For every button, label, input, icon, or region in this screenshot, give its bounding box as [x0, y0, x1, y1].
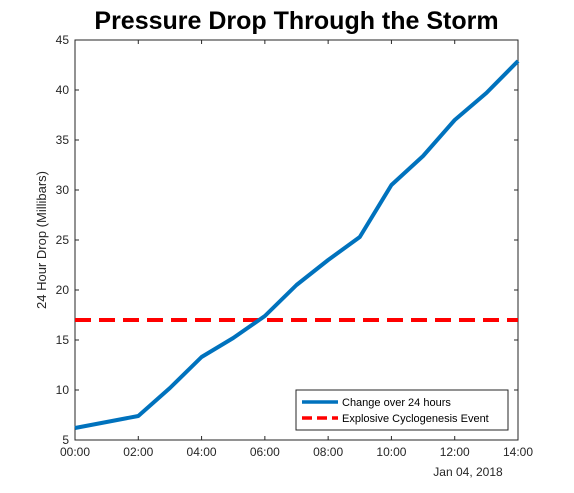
legend: Change over 24 hours Explosive Cyclogenes…: [295, 389, 509, 431]
y-tick-label: 40: [56, 83, 70, 97]
y-tick-label: 30: [56, 183, 70, 197]
x-tick-label: 06:00: [250, 445, 280, 459]
y-tick-label: 20: [56, 283, 70, 297]
y-tick-label: 5: [62, 433, 69, 447]
legend-label: Explosive Cyclogenesis Event: [342, 413, 489, 425]
y-axis-label: 24 Hour Drop (Millibars): [34, 171, 49, 309]
x-tick-label: 10:00: [376, 445, 406, 459]
x-tick-label: 08:00: [313, 445, 343, 459]
x-tick-label: 00:00: [60, 445, 90, 459]
x-tick-label: 04:00: [187, 445, 217, 459]
y-tick-label: 10: [56, 383, 70, 397]
x-axis-date-label: Jan 04, 2018: [433, 465, 503, 479]
x-tick-label: 02:00: [123, 445, 153, 459]
y-axis: 5 10 15 20 25 30 35 40 45: [56, 33, 518, 447]
legend-label: Change over 24 hours: [342, 397, 451, 409]
y-tick-label: 15: [56, 333, 70, 347]
chart-title: Pressure Drop Through the Storm: [94, 7, 498, 35]
x-tick-label: 14:00: [503, 445, 533, 459]
y-tick-label: 25: [56, 233, 70, 247]
x-axis: 00:00 02:00 04:00 06:00 08:00 10:00 12:00 14:00: [60, 40, 533, 459]
y-tick-label: 45: [56, 33, 70, 47]
series-line: [74, 59, 520, 430]
series-layer: [74, 59, 520, 430]
y-tick-label: 35: [56, 133, 70, 147]
x-tick-label: 12:00: [440, 445, 470, 459]
plot-area: [74, 39, 519, 441]
legend-box: [295, 389, 509, 431]
